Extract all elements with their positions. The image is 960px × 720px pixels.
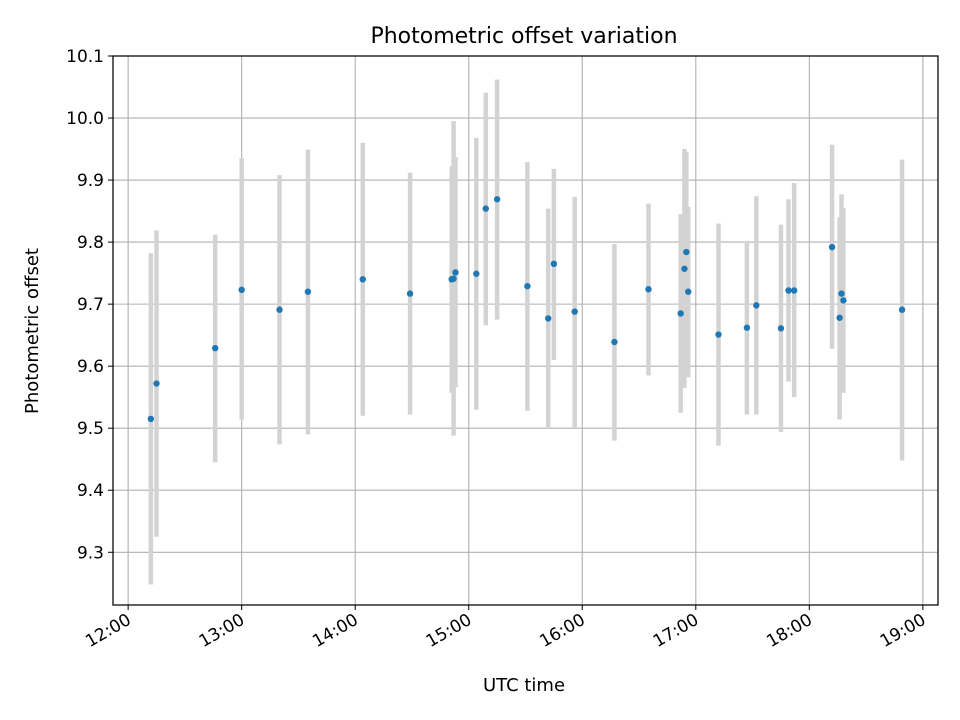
data-point: [482, 205, 489, 212]
data-point: [147, 415, 155, 423]
x-tick-label: 17:00: [650, 610, 702, 652]
data-point: [828, 243, 836, 251]
y-axis-label: Photometric offset: [22, 248, 43, 414]
data-point: [685, 288, 692, 295]
data-point: [406, 290, 414, 297]
x-tick-label: 14:00: [309, 610, 361, 652]
x-axis-ticks: 12:00 13:00 14:00 15:00 16:00 17:00 18:00 19:00: [82, 605, 929, 652]
data-point: [550, 260, 558, 268]
data-point: [524, 282, 531, 290]
data-point: [683, 248, 690, 256]
data-point: [753, 302, 760, 309]
y-tick-label: 9.5: [77, 419, 104, 439]
data-point: [304, 288, 312, 295]
x-tick-label: 18:00: [763, 610, 815, 652]
data-point: [276, 306, 283, 313]
data-point: [211, 344, 219, 352]
data-point: [836, 314, 843, 321]
data-point: [571, 308, 578, 315]
chart-title: Photometric offset variation: [370, 24, 677, 49]
y-tick-label: 9.6: [77, 357, 104, 377]
data-point: [681, 265, 688, 272]
data-point: [743, 324, 751, 331]
y-tick-label: 9.8: [77, 233, 104, 253]
y-tick-label: 9.3: [77, 543, 104, 563]
x-tick-label: 15:00: [423, 610, 475, 652]
x-tick-label: 19:00: [877, 610, 929, 652]
data-point: [645, 286, 652, 293]
data-point: [450, 275, 457, 282]
y-axis-ticks: 9.3 9.4 9.5 9.6 9.7 9.8 9.9 10.0 10.1: [66, 47, 113, 563]
x-tick-label: 12:00: [82, 610, 134, 652]
y-tick-label: 10.0: [66, 109, 104, 129]
y-tick-label: 10.1: [66, 47, 104, 67]
data-point: [238, 286, 245, 294]
error-bars: [148, 79, 905, 585]
data-point: [785, 287, 792, 294]
data-point: [452, 269, 459, 276]
x-tick-label: 16:00: [536, 610, 588, 652]
data-point: [840, 297, 847, 304]
x-tick-label: 13:00: [196, 610, 248, 652]
data-point: [777, 325, 785, 332]
y-tick-label: 9.4: [77, 481, 104, 501]
data-point: [611, 338, 618, 346]
data-point: [790, 287, 798, 294]
data-point: [545, 315, 552, 322]
plot-frame: [112, 55, 939, 606]
data-point: [473, 270, 480, 277]
x-axis-label: UTC time: [483, 675, 565, 696]
data-point: [493, 196, 501, 203]
data-point: [838, 290, 845, 297]
y-tick-label: 9.9: [77, 171, 104, 191]
y-tick-label: 9.7: [77, 295, 104, 315]
data-point: [153, 380, 160, 387]
data-points: [147, 196, 906, 423]
data-point: [359, 276, 366, 283]
data-point: [715, 331, 722, 338]
data-point: [898, 306, 906, 313]
data-point: [677, 310, 684, 317]
